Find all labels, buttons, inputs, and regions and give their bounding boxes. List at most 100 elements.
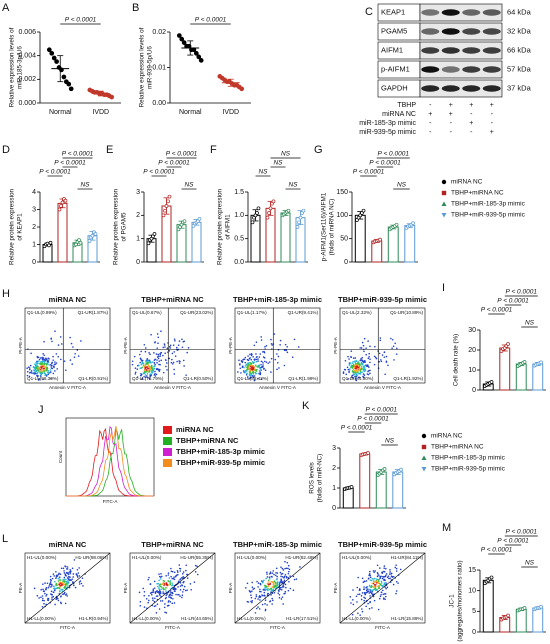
cell-dot [362, 373, 365, 375]
cell-dot [66, 595, 68, 597]
legend-label: miRNA NC [176, 425, 214, 434]
cell-dot [384, 373, 386, 376]
cell-dot [255, 372, 257, 375]
data-point [255, 211, 259, 215]
cell-dot [359, 347, 362, 349]
cell-dot [36, 356, 39, 359]
cell-dot [363, 365, 366, 367]
cell-dot [278, 597, 281, 599]
cell-dot [299, 566, 301, 568]
cell-dot [164, 352, 167, 354]
cell-dot [355, 378, 357, 380]
quadrant-label: H1-LR(15.89%) [391, 616, 423, 621]
cell-dot [54, 603, 56, 606]
cell-dot [264, 369, 267, 371]
cell-dot [155, 353, 158, 355]
panel-letter: I [442, 282, 445, 294]
bracket-label: P < 0.0001 [369, 160, 401, 167]
cell-dot [71, 363, 74, 365]
cell-dot [58, 572, 60, 575]
cell-dot [41, 595, 44, 597]
cell-dot [142, 364, 145, 366]
cell-dot [173, 373, 176, 375]
bar [280, 212, 291, 263]
cell-dot [63, 591, 66, 594]
cell-dot [47, 599, 50, 602]
cell-dot [40, 371, 43, 374]
cell-dot [379, 582, 381, 585]
cell-dot [380, 582, 383, 584]
cell-dot [351, 376, 353, 379]
x-axis-label: FITC-A [60, 625, 76, 630]
cell-dot [365, 586, 367, 589]
treatment-sign: - [450, 120, 453, 127]
cell-dot [384, 586, 386, 588]
cell-dot [361, 356, 364, 359]
cell-dot [344, 360, 347, 362]
cell-dot [359, 373, 361, 375]
cell-dot [378, 360, 381, 363]
cell-dot [148, 599, 150, 602]
cell-dot [57, 573, 60, 576]
cell-dot [143, 375, 145, 378]
cell-dot [247, 362, 249, 365]
cell-dot [39, 368, 42, 371]
bracket-label: NS [281, 151, 291, 158]
treatment-sign: + [469, 120, 473, 127]
cell-dot [145, 360, 147, 363]
y-tick-label: 30 [468, 327, 476, 334]
x-axis-label: Annexin V FITC-A [49, 385, 87, 390]
cell-dot [56, 368, 59, 370]
cell-dot [43, 590, 45, 592]
cell-dot [78, 581, 81, 583]
cell-dot [156, 347, 159, 349]
cell-dot [57, 344, 60, 346]
cell-dot [26, 367, 28, 370]
bar [375, 471, 387, 509]
data-point [87, 239, 92, 243]
cell-dot [369, 600, 371, 603]
cell-dot [176, 360, 178, 363]
cell-dot [368, 352, 370, 355]
cell-dot [368, 584, 371, 587]
cell-dot [387, 364, 389, 367]
cell-dot [181, 346, 184, 349]
cell-dot [33, 587, 36, 590]
cell-dot [244, 371, 246, 374]
cell-dot [150, 371, 153, 374]
cell-dot [35, 370, 38, 373]
cell-dot [281, 567, 284, 570]
legend-swatch [163, 426, 172, 434]
cell-dot [171, 570, 174, 573]
cell-dot [67, 572, 69, 574]
cell-dot [243, 366, 245, 369]
data-point [286, 208, 291, 213]
cell-dot [363, 350, 365, 353]
cell-dot [274, 358, 277, 361]
cell-dot [185, 564, 188, 567]
cell-dot [154, 341, 156, 344]
cell-dot [269, 583, 271, 586]
cell-dot [78, 567, 80, 569]
data-point [57, 207, 62, 212]
cell-dot [50, 590, 53, 593]
bar [342, 487, 354, 509]
cell-dot [144, 374, 147, 376]
cell-dot [33, 369, 35, 371]
cell-dot [162, 371, 165, 374]
blot-strip [419, 41, 503, 60]
y-axis-label: PE-A [18, 582, 23, 594]
cell-dot [274, 581, 277, 584]
legend-label: miRNA NC [451, 179, 483, 186]
cell-dot [367, 364, 369, 366]
cell-dot [374, 356, 377, 359]
cell-dot [360, 365, 363, 368]
y-axis-label: PE-A [228, 582, 233, 594]
cell-dot [261, 603, 264, 606]
cell-dot [159, 585, 161, 587]
cell-dot [52, 355, 54, 358]
blot-strip [419, 60, 503, 79]
cell-dot [378, 584, 381, 587]
cell-dot [164, 611, 166, 614]
cell-dot [282, 603, 284, 605]
